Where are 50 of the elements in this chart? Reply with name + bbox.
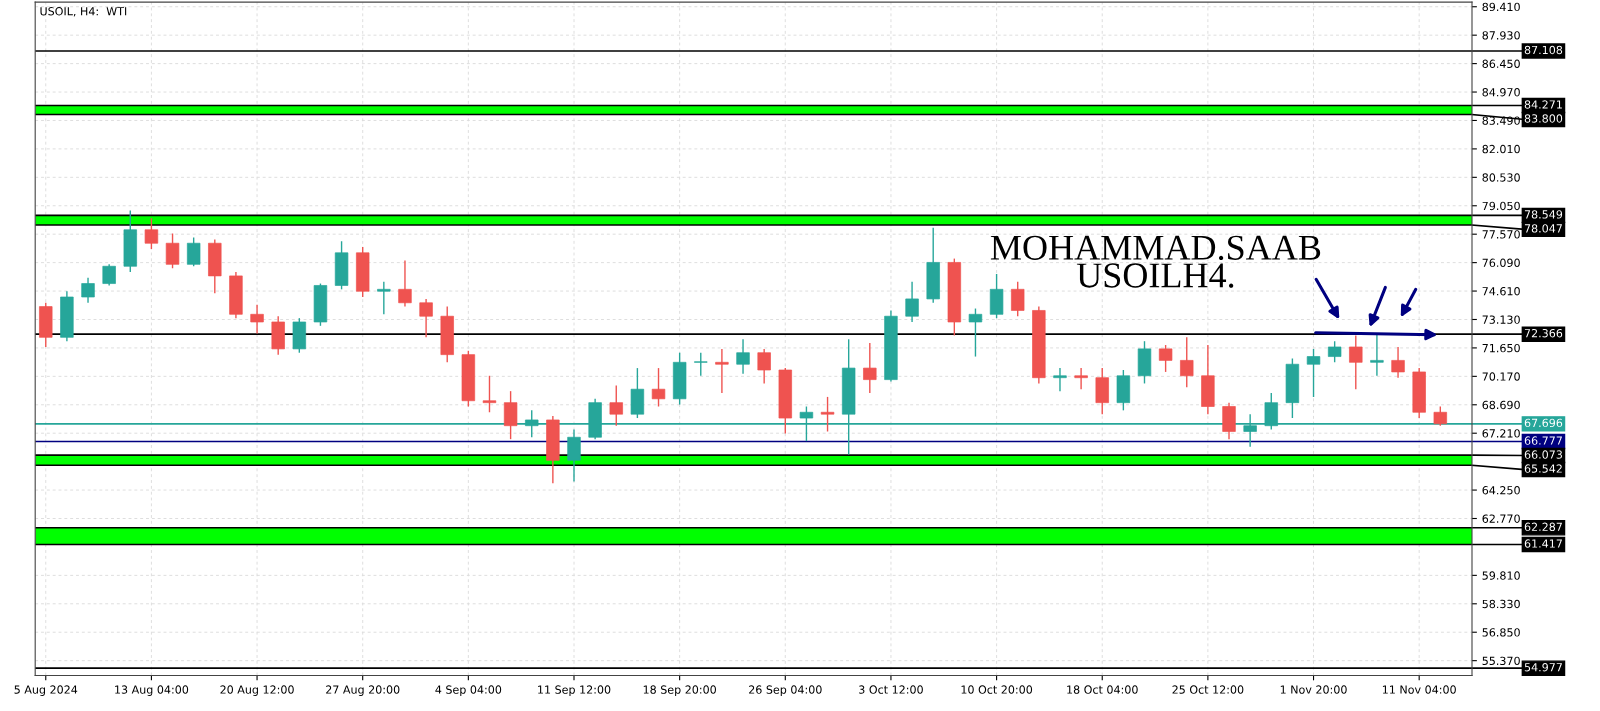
ref-line-label: 61.417: [1524, 539, 1562, 548]
x-tick-label: 18 Sep 20:00: [643, 685, 716, 696]
ref-line-label: 66.073: [1524, 450, 1562, 459]
ref-line-label: 67.696: [1524, 418, 1563, 428]
x-tick-label: 18 Oct 04:00: [1067, 685, 1138, 694]
x-tick-label: 26 Sep 04:00: [749, 685, 822, 696]
x-tick-label: 10 Oct 20:00: [961, 685, 1033, 694]
y-tick-label: 68.690: [1482, 400, 1520, 410]
x-tick-label: 5 Aug 2024: [14, 685, 78, 696]
y-tick-label: 55.370: [1482, 656, 1520, 666]
y-tick-label: 89.410: [1482, 2, 1520, 12]
y-tick-label: 67.210: [1482, 429, 1520, 438]
x-tick-label: 11 Nov 04:00: [1382, 685, 1456, 694]
y-tick-label: 80.530: [1482, 173, 1520, 182]
y-tick-label: 79.050: [1482, 201, 1520, 211]
y-tick-label: 64.250: [1482, 486, 1520, 495]
x-tick-label: 11 Sep 12:00: [538, 685, 611, 696]
ref-line-label: 78.549: [1524, 210, 1563, 219]
ref-line-label: 83.800: [1524, 114, 1563, 123]
x-tick-label: 25 Oct 12:00: [1172, 685, 1244, 694]
ref-line-label: 84.271: [1524, 100, 1562, 109]
ref-line-label: 54.977: [1524, 663, 1562, 672]
chart-title: USOIL, H4: WTI: [40, 7, 127, 17]
y-tick-label: 59.810: [1482, 571, 1520, 580]
ref-line-label: 62.287: [1524, 522, 1562, 532]
y-tick-label: 74.610: [1482, 287, 1520, 296]
x-tick-label: 27 Aug 20:00: [326, 685, 400, 696]
y-tick-label: 71.650: [1482, 343, 1520, 353]
y-tick-label: 77.570: [1482, 230, 1520, 239]
ref-line-label: 66.777: [1524, 436, 1562, 445]
x-tick-label: 13 Aug 04:00: [115, 685, 189, 696]
y-tick-label: 56.850: [1482, 628, 1520, 637]
y-tick-label: 84.970: [1482, 88, 1520, 97]
annotation: MOHAMMAD.SAAB USOILH4.: [990, 235, 1321, 288]
x-tick-label: 3 Oct 12:00: [859, 685, 923, 694]
x-tick-label: 4 Sep 04:00: [435, 685, 502, 696]
x-tick-label: 20 Aug 12:00: [220, 685, 294, 696]
ref-line-label: 72.366: [1524, 328, 1563, 338]
y-tick-label: 62.770: [1482, 514, 1520, 523]
y-tick-label: 73.130: [1482, 315, 1520, 324]
y-tick-label: 58.330: [1482, 599, 1520, 609]
ref-line-label: 65.542: [1524, 464, 1562, 473]
y-tick-label: 87.930: [1482, 31, 1520, 40]
y-tick-label: 70.170: [1482, 372, 1520, 381]
y-tick-label: 82.010: [1482, 144, 1520, 154]
ref-line-label: 78.047: [1524, 224, 1562, 233]
y-tick-label: 76.090: [1482, 258, 1520, 267]
y-tick-label: 86.450: [1482, 59, 1520, 68]
x-tick-label: 1 Nov 20:00: [1280, 685, 1347, 694]
ref-line-label: 87.108: [1524, 45, 1563, 55]
